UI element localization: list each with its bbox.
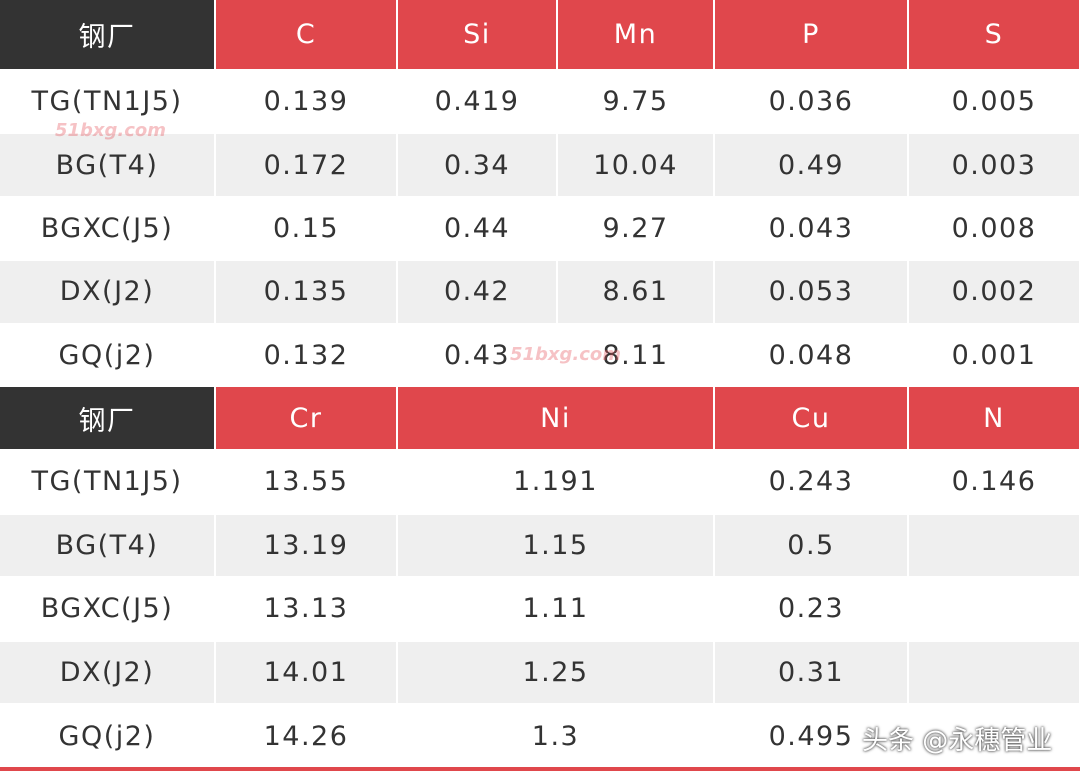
header-cell: Ni xyxy=(398,387,713,449)
table-cell: 0.44 xyxy=(443,212,511,244)
table-cell: 0.048 xyxy=(768,339,854,371)
table-cell: 0.495 xyxy=(768,720,854,752)
table-cell: BG(T4) xyxy=(0,514,214,577)
table-cell: 0.036 xyxy=(768,86,854,118)
table-cell: 0.5 xyxy=(715,514,907,577)
watermark: 头条 @永穗管业 xyxy=(862,726,1053,756)
table-cell: 0.135 xyxy=(216,261,396,323)
table-cell: 0.043 xyxy=(768,212,854,244)
header-cell: P xyxy=(715,0,907,69)
table-cell: 1.15 xyxy=(398,514,713,577)
table-cell: 0.243 xyxy=(768,466,854,498)
table-cell: 0.172 xyxy=(216,134,396,196)
table-cell: 8.61 xyxy=(558,261,713,323)
table-cell: 0.139 xyxy=(263,86,349,118)
table-cell: 0.008 xyxy=(951,212,1037,244)
table-cell: 0.419 xyxy=(434,86,520,118)
bottom-bar xyxy=(0,767,1080,771)
table-cell xyxy=(909,641,1079,704)
header-cell: Mn xyxy=(558,0,713,69)
table-cell: 0.15 xyxy=(272,212,340,244)
header-cell: N xyxy=(909,387,1079,449)
table-cell: 1.25 xyxy=(398,641,713,704)
table-cell: 1.3 xyxy=(531,720,580,752)
table-cell: 13.55 xyxy=(263,466,349,498)
header-cell: Cr xyxy=(216,387,396,449)
table-cell: 0.42 xyxy=(398,261,556,323)
table-cell: 9.27 xyxy=(602,212,669,244)
header-cell: 钢厂 xyxy=(0,387,214,449)
table-cell: BGXC(J5) xyxy=(40,212,174,244)
table-cell: GQ(j2) xyxy=(58,720,156,752)
table-cell: 1.191 xyxy=(513,466,598,498)
table-cell: 13.13 xyxy=(263,593,349,625)
table-cell: 0.23 xyxy=(777,593,845,625)
table-cell: 0.053 xyxy=(715,261,907,323)
table-cell: 14.26 xyxy=(263,720,349,752)
table-cell: 0.34 xyxy=(398,134,556,196)
table-cell: TG(TN1J5) xyxy=(31,466,183,498)
header-cell: 钢厂 xyxy=(0,0,214,69)
watermark: 51bxg.com xyxy=(55,120,167,141)
header-cell: Si xyxy=(398,0,556,69)
table-cell: 8.11 xyxy=(602,339,669,371)
table-cell: 0.003 xyxy=(909,134,1079,196)
table-cell: 10.04 xyxy=(558,134,713,196)
table-cell: 1.11 xyxy=(522,593,589,625)
table-cell xyxy=(909,578,1079,640)
table-cell: 13.19 xyxy=(216,514,396,577)
table-cell: 0.132 xyxy=(263,339,349,371)
table-cell: 0.31 xyxy=(715,641,907,704)
header-cell: C xyxy=(216,0,396,69)
table-cell: GQ(j2) xyxy=(58,339,156,371)
table-cell: DX(J2) xyxy=(0,261,214,323)
table-cell: TG(TN1J5) xyxy=(31,86,183,118)
header-cell: Cu xyxy=(715,387,907,449)
table-cell: 0.43 xyxy=(443,339,511,371)
table-cell xyxy=(909,514,1079,577)
table-cell: 9.75 xyxy=(602,86,669,118)
table-cell: DX(J2) xyxy=(0,641,214,704)
table-cell: 0.005 xyxy=(951,86,1037,118)
table-cell: BG(T4) xyxy=(0,134,214,196)
table-cell: 0.49 xyxy=(715,134,907,196)
table-cell: BGXC(J5) xyxy=(40,593,174,625)
table-cell: 0.002 xyxy=(909,261,1079,323)
table-cell: 0.001 xyxy=(951,339,1037,371)
header-cell: S xyxy=(909,0,1079,69)
table-cell: 0.146 xyxy=(951,466,1037,498)
table-cell: 14.01 xyxy=(216,641,396,704)
watermark: 51bxg.com xyxy=(510,344,622,365)
